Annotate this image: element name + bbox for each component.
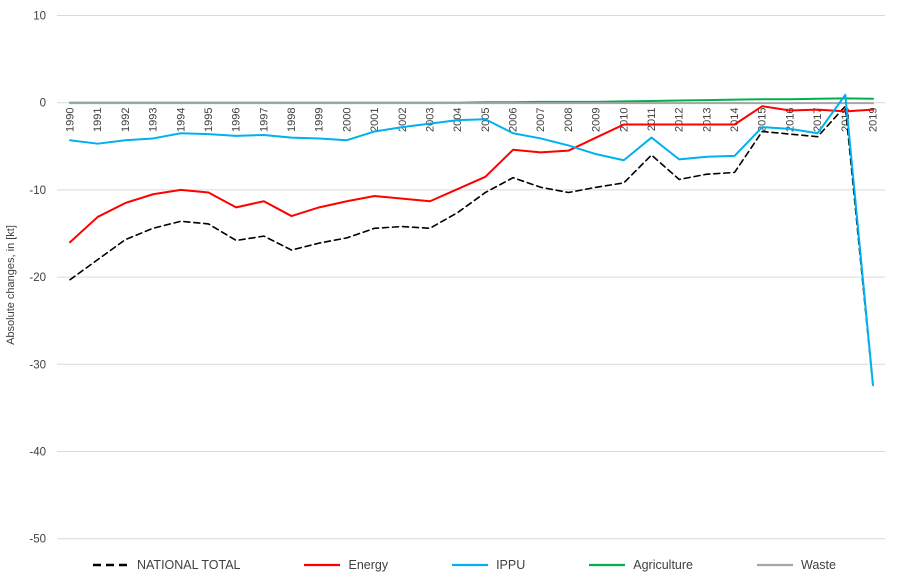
legend: NATIONAL TOTAL Energy IPPU Agriculture Waste — [92, 555, 836, 575]
x-axis-year-label: 2008 — [563, 108, 575, 132]
x-axis-year-label: 2019 — [868, 108, 880, 132]
legend-item-agriculture: Agriculture — [588, 558, 693, 572]
x-axis-year-label: 2003 — [424, 108, 436, 132]
series-line-energy — [69, 105, 874, 244]
x-axis-year-label: 1996 — [231, 108, 243, 132]
x-axis-year-label: 2010 — [618, 108, 630, 132]
x-axis-year-label: 1992 — [120, 108, 132, 132]
y-axis-tick-label: -50 — [29, 534, 46, 546]
legend-label-waste: Waste — [800, 558, 836, 572]
legend-line-sample-energy — [304, 563, 341, 567]
legend-line-sample-agriculture — [589, 563, 626, 567]
legend-line-sample-waste — [756, 563, 793, 567]
x-axis-year-label: 2006 — [508, 108, 520, 132]
series-line-national-total — [69, 105, 874, 387]
x-axis-year-label: 2000 — [341, 108, 353, 132]
x-axis-year-label: 1995 — [203, 108, 215, 132]
x-axis-year-label: 1997 — [258, 108, 270, 132]
x-axis-year-label: 1991 — [92, 108, 104, 132]
y-axis-tick-label: 0 — [40, 98, 46, 110]
x-axis-year-label: 2001 — [369, 108, 381, 132]
y-axis-tick-label: -30 — [29, 359, 46, 371]
x-axis-year-label: 2009 — [591, 108, 603, 132]
x-axis-year-label: 2007 — [535, 108, 547, 132]
x-axis-year-label: 1993 — [148, 108, 160, 132]
legend-label-national-total: NATIONAL TOTAL — [137, 558, 241, 572]
y-axis-tick-label: 10 — [33, 11, 46, 23]
y-axis-tick-label: -40 — [29, 447, 46, 459]
x-axis-year-label: 2015 — [757, 108, 769, 132]
x-axis-year-label: 2013 — [701, 108, 713, 132]
x-axis-year-label: 2017 — [812, 108, 824, 132]
y-axis-tick-label: -10 — [29, 185, 46, 197]
legend-label-ippu: IPPU — [496, 558, 526, 572]
legend-item-ippu: IPPU — [451, 558, 525, 572]
x-axis-year-label: 1998 — [286, 108, 298, 132]
legend-label-agriculture: Agriculture — [633, 558, 693, 572]
x-axis-year-label: 1999 — [314, 108, 326, 132]
y-axis-tick-label: -20 — [29, 272, 46, 284]
legend-item-waste: Waste — [756, 558, 836, 572]
legend-line-sample-ippu — [452, 563, 489, 567]
legend-item-national-total: NATIONAL TOTAL — [92, 558, 241, 572]
x-axis-year-label: 2011 — [646, 108, 658, 132]
x-axis-year-label: 2012 — [674, 108, 686, 132]
legend-label-energy: Energy — [348, 558, 389, 572]
x-axis-year-label: 2016 — [784, 108, 796, 132]
series-line-ippu — [69, 93, 874, 387]
series-line-agriculture — [69, 97, 874, 104]
x-axis-year-label: 1990 — [65, 108, 77, 132]
legend-line-sample-national-total — [93, 563, 129, 567]
x-axis-year-label: 2014 — [729, 108, 741, 132]
legend-item-energy: Energy — [303, 558, 388, 572]
x-axis-year-label: 1994 — [175, 108, 187, 132]
